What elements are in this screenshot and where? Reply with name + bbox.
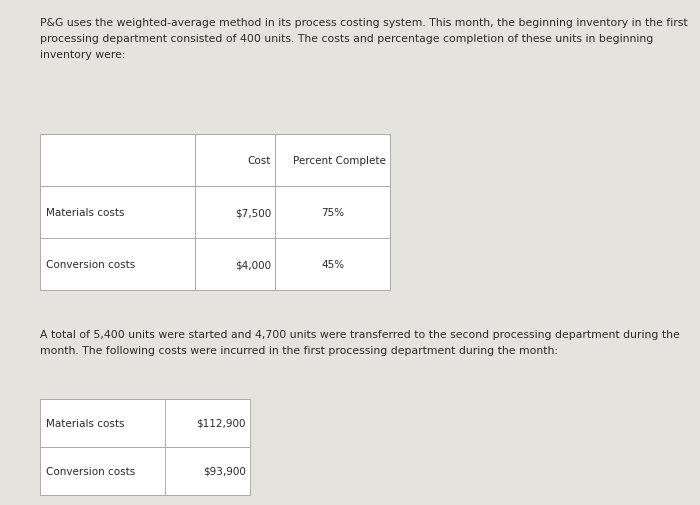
- Text: Cost: Cost: [248, 156, 271, 166]
- Text: $112,900: $112,900: [197, 418, 246, 428]
- Text: Conversion costs: Conversion costs: [46, 466, 135, 476]
- Text: Materials costs: Materials costs: [46, 418, 125, 428]
- Text: processing department consisted of 400 units. The costs and percentage completio: processing department consisted of 400 u…: [40, 34, 653, 44]
- Text: 75%: 75%: [321, 208, 344, 218]
- Text: month. The following costs were incurred in the first processing department duri: month. The following costs were incurred…: [40, 345, 558, 356]
- Text: 45%: 45%: [321, 260, 344, 270]
- Bar: [40, 399, 250, 495]
- Text: $7,500: $7,500: [234, 208, 271, 218]
- Text: A total of 5,400 units were started and 4,700 units were transferred to the seco: A total of 5,400 units were started and …: [40, 329, 680, 339]
- Text: Percent Complete: Percent Complete: [293, 156, 386, 166]
- Text: P&G uses the weighted-average method in its process costing system. This month, : P&G uses the weighted-average method in …: [40, 18, 687, 28]
- Bar: [40, 135, 390, 290]
- Text: $93,900: $93,900: [203, 466, 246, 476]
- Text: Materials costs: Materials costs: [46, 208, 125, 218]
- Text: Conversion costs: Conversion costs: [46, 260, 135, 270]
- Text: $4,000: $4,000: [235, 260, 271, 270]
- Text: inventory were:: inventory were:: [40, 50, 125, 60]
